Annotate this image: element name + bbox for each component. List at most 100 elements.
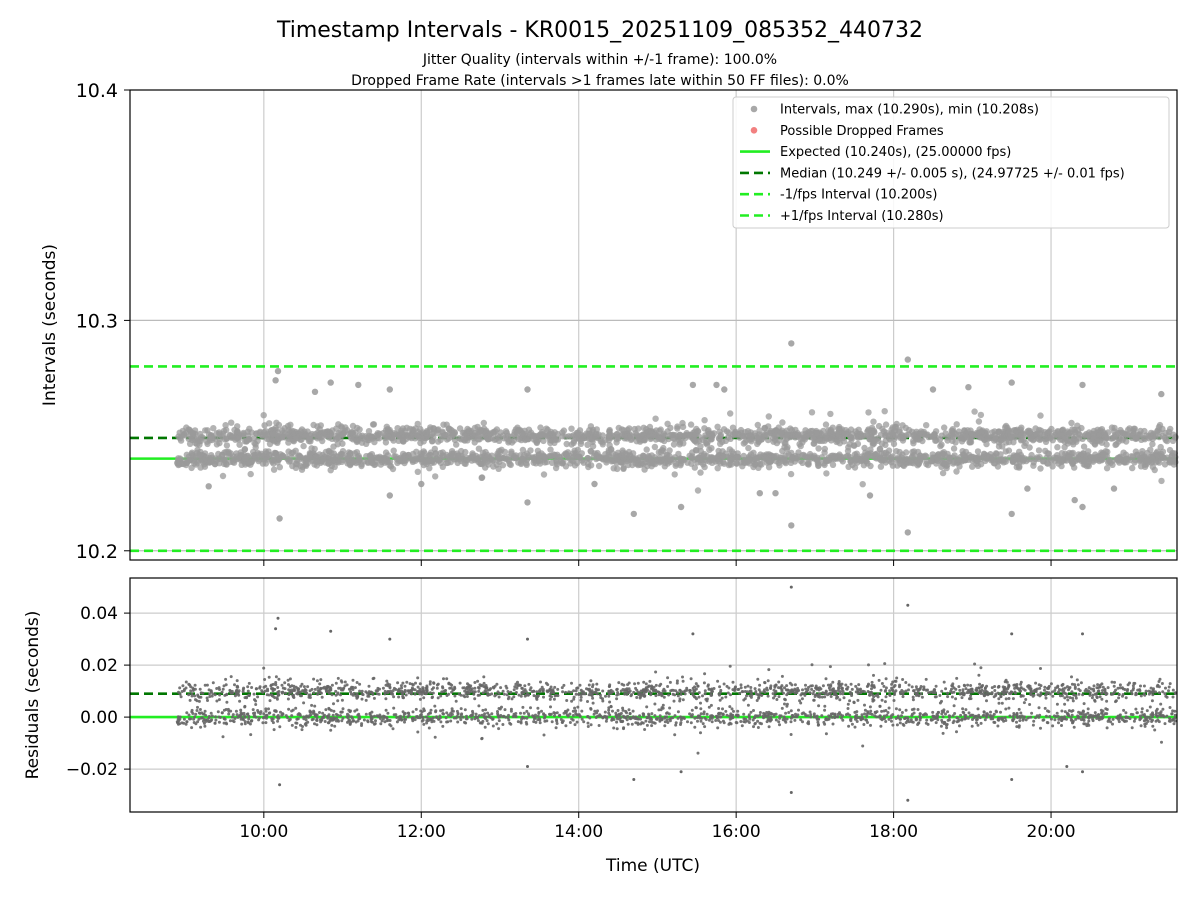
interval-point-2779: [828, 437, 835, 444]
interval-point-2476: [980, 453, 987, 461]
residual-point-620: [673, 714, 677, 718]
interval-point-1264: [208, 452, 215, 459]
residual-point-236: [280, 683, 284, 687]
residual-point-211: [324, 708, 328, 712]
residual-point-1201: [1134, 707, 1138, 711]
interval-point-2950: [973, 457, 980, 465]
residual-point-1515: [950, 684, 954, 688]
residual-point-1785: [924, 721, 928, 725]
residual-point-557: [536, 714, 540, 718]
interval-point-1588: [1058, 462, 1065, 470]
residual-point-1592: [730, 707, 734, 711]
residual-point-662: [898, 708, 902, 712]
interval-point-2709: [794, 432, 801, 439]
residual-point-961: [388, 723, 392, 727]
residual-point-1730: [1126, 688, 1130, 691]
residual-point-1676: [586, 715, 589, 719]
residual-point-1600: [756, 677, 760, 681]
interval-point-1681: [432, 449, 439, 457]
interval-point-1629: [781, 443, 788, 451]
residual-point-1537: [574, 689, 578, 693]
interval-point-2232: [620, 465, 627, 472]
residual-point-1422: [372, 714, 376, 718]
residual-point-1867: [500, 705, 503, 709]
residual-point-1038: [1048, 715, 1052, 718]
residual-point-1719: [264, 709, 268, 713]
residual-point-1608: [757, 696, 761, 700]
interval-point-2994: [1089, 438, 1096, 445]
interval-point-2801: [905, 426, 913, 434]
interval-point-2630: [755, 435, 763, 442]
interval-point-2976: [233, 435, 240, 442]
residual-point-175: [635, 696, 639, 699]
residual-point-1034: [950, 687, 953, 691]
interval-point-1864: [540, 471, 548, 478]
interval-point-630: [687, 421, 695, 428]
interval-outlier-point-13: [965, 384, 972, 391]
interval-point-2710: [737, 426, 745, 434]
interval-point-1949: [1172, 433, 1179, 441]
residual-point-1833: [665, 711, 668, 715]
interval-point-234: [652, 415, 659, 422]
residual-point-1636: [514, 691, 518, 694]
residual-point-1351: [1089, 713, 1093, 717]
residual-point-1458: [484, 708, 488, 712]
residual-point-565: [187, 713, 191, 717]
residual-point-1297: [737, 687, 741, 691]
interval-point-1176: [571, 462, 579, 469]
interval-point-2985: [196, 452, 204, 459]
interval-point-2861: [1155, 423, 1163, 431]
interval-point-2768: [508, 439, 516, 446]
interval-point-191: [1158, 477, 1165, 485]
interval-point-2720: [709, 432, 716, 440]
interval-point-2821: [443, 451, 450, 459]
interval-point-1769: [977, 411, 985, 419]
residual-point-442: [810, 687, 814, 691]
residual-point-1244: [666, 721, 670, 724]
residual-point-1084: [1171, 688, 1175, 692]
residual-point-1628: [780, 674, 784, 678]
interval-point-2075: [952, 439, 959, 446]
residual-point-194: [978, 682, 982, 686]
interval-point-1658: [674, 425, 681, 432]
residual-point-406: [1130, 726, 1134, 730]
interval-point-2997: [996, 456, 1004, 463]
residual-point-1733: [516, 720, 520, 724]
residual-point-543: [607, 711, 611, 715]
interval-point-2979: [612, 454, 620, 461]
interval-point-2422: [317, 422, 324, 429]
residual-point-1335: [391, 727, 395, 731]
interval-point-2504: [1123, 459, 1130, 466]
interval-point-2757: [854, 440, 862, 448]
residual-point-1385: [187, 693, 191, 697]
interval-point-2039: [334, 441, 341, 448]
interval-point-1032: [875, 422, 883, 430]
residual-point-1183: [1121, 718, 1125, 722]
residual-point-1111: [453, 694, 457, 698]
residual-point-1883: [823, 695, 827, 699]
interval-point-2750: [696, 456, 704, 463]
interval-point-1948: [953, 468, 960, 475]
residual-point-1555: [1117, 693, 1121, 696]
interval-point-1791: [664, 428, 671, 435]
legend-label-1: Possible Dropped Frames: [780, 124, 944, 139]
interval-point-310: [870, 418, 877, 425]
residual-point-1622: [544, 681, 548, 685]
interval-point-2924: [734, 453, 741, 460]
residual-point-1308: [452, 716, 456, 720]
residual-point-1427: [869, 709, 873, 713]
residual-point-1190: [470, 717, 474, 721]
interval-point-2965: [597, 438, 604, 445]
interval-point-2999: [288, 454, 295, 461]
interval-point-2376: [1041, 431, 1048, 438]
residual-point-1291: [474, 712, 478, 716]
residual-point-1255: [556, 687, 560, 691]
residual-point-68: [601, 689, 605, 693]
residual-point-1288: [373, 722, 377, 726]
residual-point-278: [318, 682, 322, 686]
residual-point-530: [1111, 717, 1115, 721]
interval-point-2683: [488, 452, 495, 459]
legend-marker-1: [750, 127, 758, 134]
residual-point-432: [206, 699, 209, 702]
residual-point-1202: [714, 719, 718, 722]
